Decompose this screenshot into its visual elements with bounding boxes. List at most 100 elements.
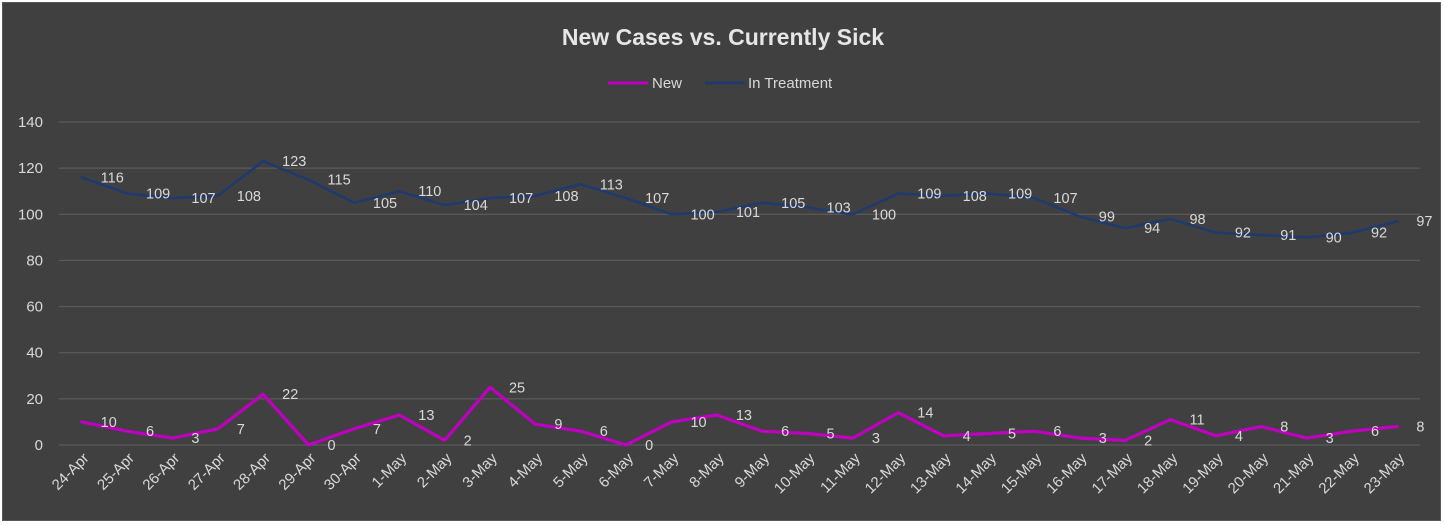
data-label-new: 3 (1099, 431, 1107, 447)
x-tick-label: 19-May (1179, 449, 1227, 497)
data-label-in-treatment: 100 (872, 207, 896, 223)
data-label-in-treatment: 107 (191, 191, 215, 207)
x-axis: 24-Apr 25-Apr 26-Apr 27-Apr 28-Apr 29-Apr 30-A… (49, 449, 1409, 497)
data-label-in-treatment: 99 (1099, 210, 1115, 226)
data-label-in-treatment: 105 (373, 196, 397, 212)
series-lines (80, 159, 1399, 447)
data-label-new: 4 (1235, 429, 1243, 445)
data-label-new: 7 (373, 422, 381, 438)
data-label-new: 6 (781, 424, 789, 440)
data-label-new: 10 (101, 415, 117, 431)
data-label-new: 6 (1053, 424, 1061, 440)
x-tick-label: 15-May (998, 449, 1046, 497)
data-label-in-treatment: 92 (1235, 226, 1251, 242)
data-label-in-treatment: 101 (736, 205, 760, 221)
data-label-new: 22 (282, 387, 298, 403)
x-tick-label: 10-May (771, 449, 819, 497)
data-label-new: 10 (690, 415, 706, 431)
x-tick-label: 4-May (505, 449, 547, 491)
legend: New In Treatment (608, 75, 833, 92)
data-label-in-treatment: 115 (328, 173, 351, 189)
x-tick-label: 25-Apr (94, 450, 138, 494)
x-tick-label: 16-May (1043, 449, 1091, 497)
data-label-in-treatment: 113 (600, 177, 623, 193)
y-axis: 0 20 40 60 80 100 120 140 (18, 114, 43, 454)
x-tick-label: 22-May (1315, 449, 1363, 497)
data-label-in-treatment: 123 (282, 154, 306, 170)
x-tick-label: 24-Apr (49, 450, 93, 494)
data-label-new: 6 (600, 424, 608, 440)
y-tick-label: 0 (35, 437, 43, 454)
line-chart: New Cases vs. Currently Sick New In Trea… (18, 24, 1432, 497)
data-label-in-treatment: 107 (509, 191, 533, 207)
y-tick-label: 120 (18, 160, 43, 177)
data-label-new: 13 (736, 408, 752, 424)
y-tick-label: 140 (18, 114, 43, 131)
data-label-new: 6 (146, 424, 154, 440)
data-label-in-treatment: 91 (1280, 228, 1296, 244)
data-label-new: 7 (237, 422, 245, 438)
data-label-in-treatment: 108 (554, 189, 578, 205)
data-label-new: 0 (328, 438, 336, 454)
data-label-in-treatment: 98 (1189, 212, 1205, 228)
legend-label-new: New (652, 75, 682, 92)
x-tick-label: 13-May (907, 449, 955, 497)
data-label-in-treatment: 107 (1053, 191, 1077, 207)
data-label-in-treatment: 108 (963, 189, 987, 205)
data-label-in-treatment: 104 (464, 198, 488, 214)
data-label-new: 0 (645, 438, 653, 454)
x-tick-label: 7-May (641, 449, 683, 491)
data-label-in-treatment: 109 (1008, 187, 1032, 203)
data-label-in-treatment: 100 (690, 207, 714, 223)
data-label-new: 4 (963, 429, 971, 445)
x-tick-label: 14-May (952, 449, 1000, 497)
y-tick-label: 80 (26, 252, 43, 269)
data-label-new: 25 (509, 380, 525, 396)
x-tick-label: 23-May (1361, 449, 1409, 497)
data-label-in-treatment: 116 (101, 170, 124, 186)
series-line-new (80, 385, 1399, 447)
x-tick-label: 18-May (1134, 449, 1182, 497)
x-tick-label: 12-May (862, 449, 910, 497)
data-label-new: 3 (191, 431, 199, 447)
x-tick-label: 20-May (1225, 449, 1273, 497)
data-label-in-treatment: 110 (418, 184, 441, 200)
data-label-new: 13 (418, 408, 434, 424)
series-line-in-treatment (80, 159, 1399, 239)
data-label-new: 11 (1189, 413, 1204, 429)
data-label-in-treatment: 97 (1416, 214, 1432, 230)
x-tick-label: 8-May (686, 449, 728, 491)
x-tick-label: 28-Apr (230, 450, 274, 494)
x-tick-label: 30-Apr (321, 450, 365, 494)
data-label-new: 2 (464, 433, 472, 449)
x-tick-label: 6-May (595, 449, 637, 491)
x-tick-label: 17-May (1089, 449, 1137, 497)
legend-item-in-treatment: In Treatment (705, 75, 833, 92)
data-label-new: 8 (1280, 420, 1288, 436)
x-tick-label: 5-May (550, 449, 592, 491)
data-label-in-treatment: 108 (237, 189, 261, 205)
data-label-in-treatment: 105 (781, 196, 805, 212)
legend-label-in-treatment: In Treatment (748, 75, 833, 92)
x-tick-label: 26-Apr (139, 450, 183, 494)
data-label-new: 14 (917, 406, 933, 422)
data-label-new: 9 (554, 417, 562, 433)
data-label-in-treatment: 90 (1326, 230, 1342, 246)
data-label-in-treatment: 103 (827, 200, 851, 216)
x-tick-label: 3-May (459, 449, 501, 491)
data-label-new: 5 (1008, 426, 1016, 442)
x-tick-label: 1-May (369, 449, 411, 491)
x-tick-label: 9-May (732, 449, 774, 491)
gridlines (59, 121, 1420, 446)
x-tick-label: 2-May (414, 449, 456, 491)
data-label-new: 5 (827, 426, 835, 442)
data-label-in-treatment: 94 (1144, 221, 1160, 237)
data-label-new: 8 (1416, 420, 1424, 436)
data-label-new: 3 (872, 431, 880, 447)
data-label-new: 6 (1371, 424, 1379, 440)
y-tick-label: 20 (26, 391, 43, 408)
data-label-in-treatment: 109 (146, 187, 170, 203)
data-label-new: 3 (1326, 431, 1334, 447)
data-label-in-treatment: 92 (1371, 226, 1387, 242)
